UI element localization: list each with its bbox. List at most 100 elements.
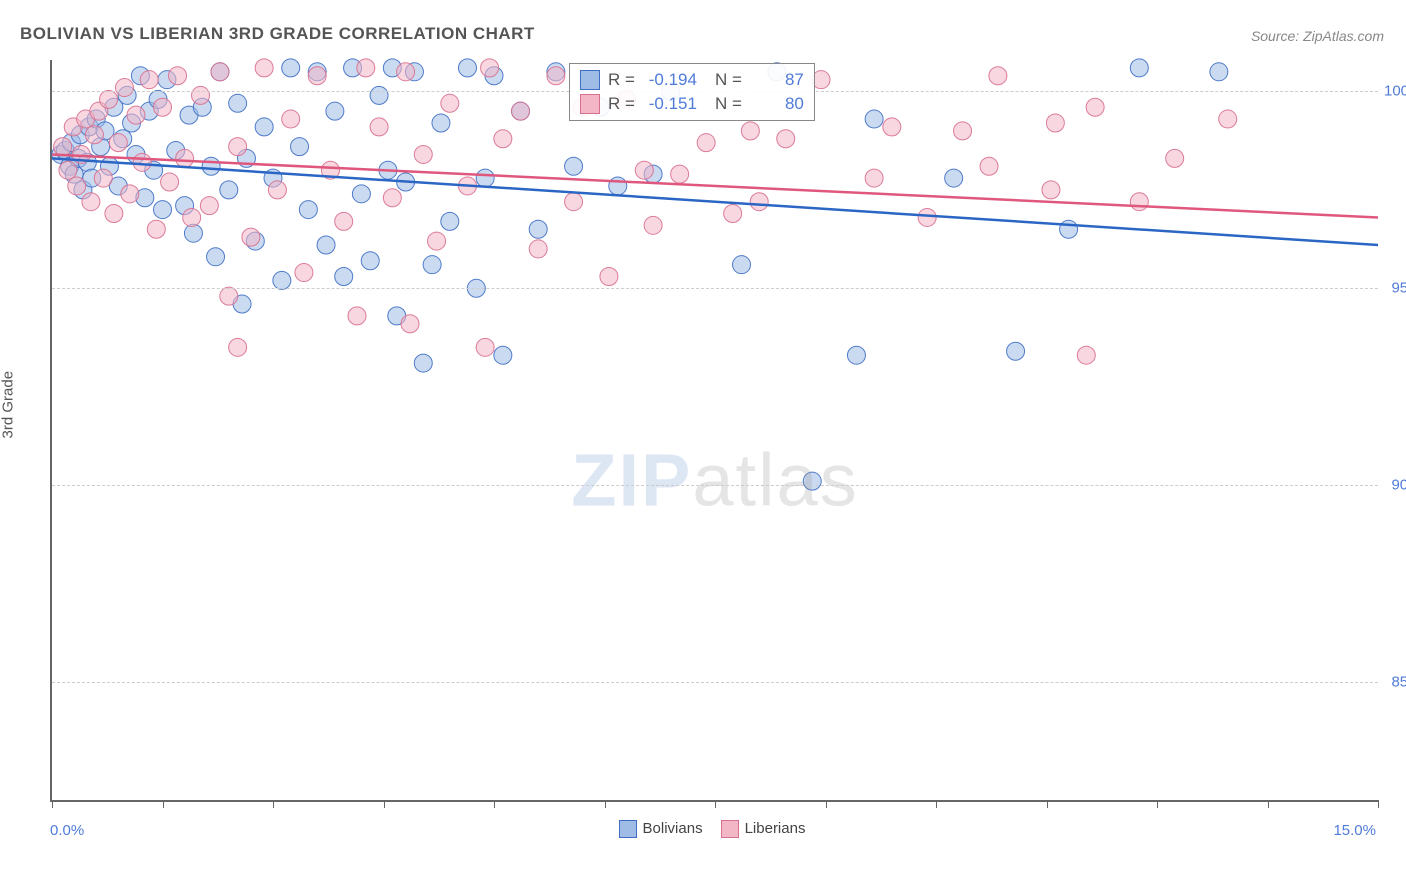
scatter-point (282, 110, 300, 128)
scatter-point (268, 181, 286, 199)
y-tick-label: 85.0% (1384, 673, 1406, 690)
legend-label: Liberians (745, 820, 806, 837)
scatter-point (724, 205, 742, 223)
scatter-point (154, 98, 172, 116)
scatter-point (291, 138, 309, 156)
scatter-point (1166, 149, 1184, 167)
scatter-point (273, 271, 291, 289)
stats-n-value: 80 (750, 94, 804, 114)
scatter-point (207, 248, 225, 266)
scatter-point (326, 102, 344, 120)
scatter-point (383, 189, 401, 207)
scatter-point (980, 157, 998, 175)
x-tick-mark (494, 800, 495, 808)
scatter-point (741, 122, 759, 140)
scatter-point (414, 354, 432, 372)
scatter-point (1130, 59, 1148, 77)
scatter-point (565, 157, 583, 175)
scatter-point (282, 59, 300, 77)
scatter-point (200, 197, 218, 215)
scatter-point (85, 126, 103, 144)
scatter-point (476, 338, 494, 356)
scatter-point (169, 67, 187, 85)
scatter-point (154, 201, 172, 219)
y-axis-label: 3rd Grade (0, 371, 17, 439)
scatter-point (140, 71, 158, 89)
scatter-point (481, 59, 499, 77)
scatter-point (220, 181, 238, 199)
scatter-point (423, 256, 441, 274)
scatter-point (100, 90, 118, 108)
scatter-point (609, 177, 627, 195)
scatter-point (989, 67, 1007, 85)
scatter-point (1007, 342, 1025, 360)
scatter-point (397, 63, 415, 81)
stats-n-value: 87 (750, 70, 804, 90)
scatter-point (441, 94, 459, 112)
x-tick-mark (384, 800, 385, 808)
scatter-point (220, 287, 238, 305)
stats-n-label: N = (715, 94, 742, 114)
stats-swatch (580, 94, 600, 114)
scatter-point (600, 267, 618, 285)
scatter-point (183, 208, 201, 226)
scatter-point (127, 106, 145, 124)
scatter-point (370, 86, 388, 104)
gridline-horizontal (52, 485, 1378, 486)
scatter-point (115, 79, 133, 97)
x-tick-mark (1047, 800, 1048, 808)
scatter-point (105, 205, 123, 223)
scatter-point (229, 138, 247, 156)
scatter-point (357, 59, 375, 77)
stats-row: R =-0.151N =80 (580, 92, 804, 116)
scatter-point (348, 307, 366, 325)
scatter-svg (52, 60, 1378, 800)
scatter-point (184, 224, 202, 242)
x-tick-mark (936, 800, 937, 808)
gridline-horizontal (52, 288, 1378, 289)
scatter-point (370, 118, 388, 136)
scatter-point (428, 232, 446, 250)
source-attribution: Source: ZipAtlas.com (1251, 28, 1384, 44)
scatter-point (211, 63, 229, 81)
scatter-point (94, 169, 112, 187)
x-tick-mark (1157, 800, 1158, 808)
scatter-point (803, 472, 821, 490)
stats-r-value: -0.151 (643, 94, 697, 114)
x-tick-mark (273, 800, 274, 808)
scatter-point (671, 165, 689, 183)
scatter-point (361, 252, 379, 270)
stats-n-label: N = (715, 70, 742, 90)
chart-title: BOLIVIAN VS LIBERIAN 3RD GRADE CORRELATI… (20, 24, 535, 44)
scatter-point (59, 161, 77, 179)
scatter-point (299, 201, 317, 219)
scatter-point (750, 193, 768, 211)
scatter-point (352, 185, 370, 203)
x-tick-mark (163, 800, 164, 808)
scatter-point (109, 134, 127, 152)
scatter-point (147, 220, 165, 238)
scatter-point (1042, 181, 1060, 199)
scatter-point (1130, 193, 1148, 211)
scatter-point (918, 208, 936, 226)
y-tick-label: 100.0% (1384, 83, 1406, 100)
scatter-point (317, 236, 335, 254)
x-tick-mark (715, 800, 716, 808)
scatter-point (133, 153, 151, 171)
scatter-point (529, 220, 547, 238)
scatter-point (1219, 110, 1237, 128)
scatter-point (295, 264, 313, 282)
stats-row: R =-0.194N =87 (580, 68, 804, 92)
scatter-point (432, 114, 450, 132)
scatter-point (697, 134, 715, 152)
chart-container: BOLIVIAN VS LIBERIAN 3RD GRADE CORRELATI… (0, 0, 1406, 892)
x-tick-mark (1268, 800, 1269, 808)
scatter-point (954, 122, 972, 140)
scatter-point (865, 169, 883, 187)
y-tick-label: 95.0% (1384, 280, 1406, 297)
scatter-point (255, 118, 273, 136)
scatter-point (229, 94, 247, 112)
legend-swatch (619, 820, 637, 838)
scatter-point (1086, 98, 1104, 116)
scatter-point (161, 173, 179, 191)
